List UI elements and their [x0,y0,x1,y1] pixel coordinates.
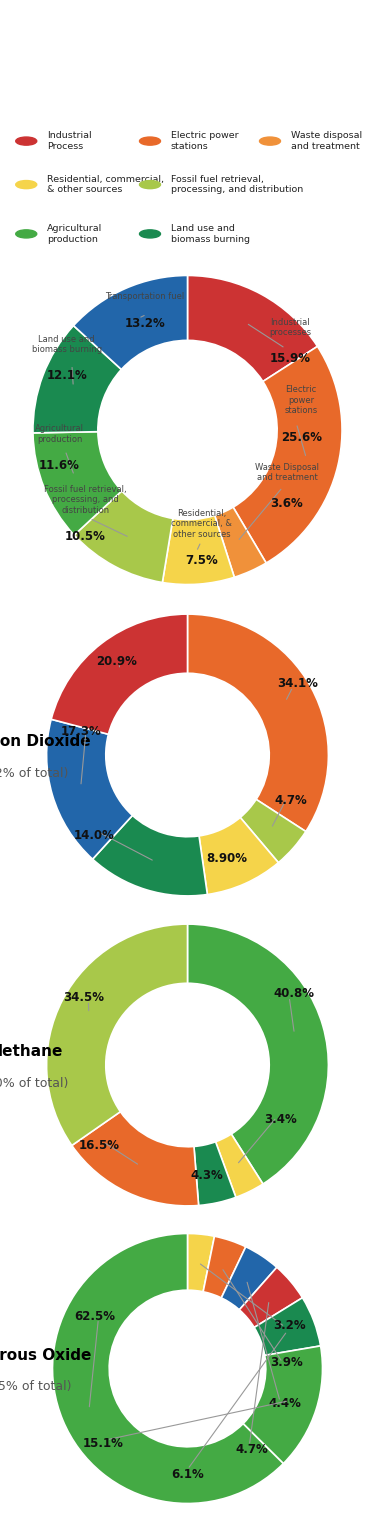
Text: Nitrous Oxide: Nitrous Oxide [0,1347,91,1362]
Wedge shape [188,1233,214,1292]
Text: 16.5%: 16.5% [79,1139,120,1151]
Text: (20% of total): (20% of total) [0,1077,69,1091]
Text: 13.2%: 13.2% [124,317,165,329]
Text: Fossil fuel retrieval,
processing, and distribution: Fossil fuel retrieval, processing, and d… [171,174,303,194]
Circle shape [16,231,37,238]
Wedge shape [254,1297,321,1355]
Text: 10.5%: 10.5% [65,529,106,543]
Wedge shape [51,614,188,734]
Text: Industrial
Process: Industrial Process [47,132,92,152]
Text: 14.0%: 14.0% [74,828,115,842]
Wedge shape [188,276,318,381]
Text: 4.3%: 4.3% [190,1168,224,1182]
Text: 11.6%: 11.6% [39,460,80,472]
Text: 4.4%: 4.4% [268,1397,301,1409]
Text: Land use and
biomass burning: Land use and biomass burning [171,225,250,244]
Wedge shape [93,816,207,897]
Wedge shape [216,1135,263,1197]
Text: Transportation fuel: Transportation fuel [105,293,184,302]
Text: Fossil fuel retrieval,
processing, and
distribution: Fossil fuel retrieval, processing, and d… [44,485,126,514]
Text: Annual Greenhouse Emissions: Annual Greenhouse Emissions [19,23,337,41]
Wedge shape [53,1233,284,1503]
Wedge shape [46,924,188,1145]
Text: 12.1%: 12.1% [46,370,87,382]
Text: 3.2%: 3.2% [273,1318,306,1332]
Circle shape [16,137,37,146]
Wedge shape [203,1236,246,1299]
Text: Waste disposal
and treatment: Waste disposal and treatment [291,132,362,152]
Text: 25.6%: 25.6% [281,431,322,443]
Circle shape [140,181,160,188]
Wedge shape [194,1142,236,1206]
Text: 20.9%: 20.9% [96,655,136,667]
Text: Land use and
biomass burning: Land use and biomass burning [32,335,102,353]
Wedge shape [188,924,328,1183]
Circle shape [140,137,160,146]
Text: Agricultural
production: Agricultural production [47,225,102,244]
Text: 34.5%: 34.5% [63,991,104,1004]
Wedge shape [74,492,173,583]
Text: Agricultural
production: Agricultural production [35,425,84,443]
Text: 6.1%: 6.1% [171,1467,204,1481]
Wedge shape [33,326,122,432]
Circle shape [16,181,37,188]
Text: Residential,
commercial, &
other sources: Residential, commercial, & other sources [171,510,232,539]
Wedge shape [239,1267,303,1327]
Text: by Sector: by Sector [19,71,119,90]
Text: Methane: Methane [0,1044,63,1059]
Wedge shape [74,276,188,370]
Wedge shape [221,1247,277,1309]
Text: 15.1%: 15.1% [82,1437,123,1450]
Wedge shape [162,516,234,584]
Text: 3.9%: 3.9% [270,1356,303,1368]
Wedge shape [233,346,342,563]
Text: Residential, commercial,
& other sources: Residential, commercial, & other sources [47,174,164,194]
Wedge shape [199,818,278,895]
Circle shape [140,231,160,238]
Wedge shape [33,432,122,536]
Text: Waste Disposal
and treatment: Waste Disposal and treatment [255,463,319,482]
Text: 15.9%: 15.9% [269,352,310,366]
Text: 17.3%: 17.3% [61,725,102,739]
Text: Carbon Dioxide: Carbon Dioxide [0,734,91,749]
Text: 3.4%: 3.4% [264,1113,297,1126]
Text: 7.5%: 7.5% [185,554,218,567]
Wedge shape [72,1112,199,1206]
Text: (5% of total): (5% of total) [0,1380,72,1394]
Text: (72% of total): (72% of total) [0,768,69,780]
Text: 3.6%: 3.6% [271,498,303,510]
Wedge shape [46,719,132,859]
Wedge shape [188,614,328,831]
Text: Electric
power
stations: Electric power stations [285,385,318,416]
Wedge shape [240,799,306,863]
Text: 4.7%: 4.7% [275,793,308,807]
Wedge shape [214,507,266,578]
Circle shape [260,137,280,146]
Text: 40.8%: 40.8% [273,988,314,1000]
Text: 62.5%: 62.5% [74,1309,115,1323]
Text: 34.1%: 34.1% [277,677,318,690]
Text: Industrial
processes: Industrial processes [269,317,311,337]
Text: Electric power
stations: Electric power stations [171,132,238,152]
Wedge shape [243,1346,322,1464]
Text: 8.90%: 8.90% [206,853,247,865]
Text: 4.7%: 4.7% [236,1443,268,1456]
